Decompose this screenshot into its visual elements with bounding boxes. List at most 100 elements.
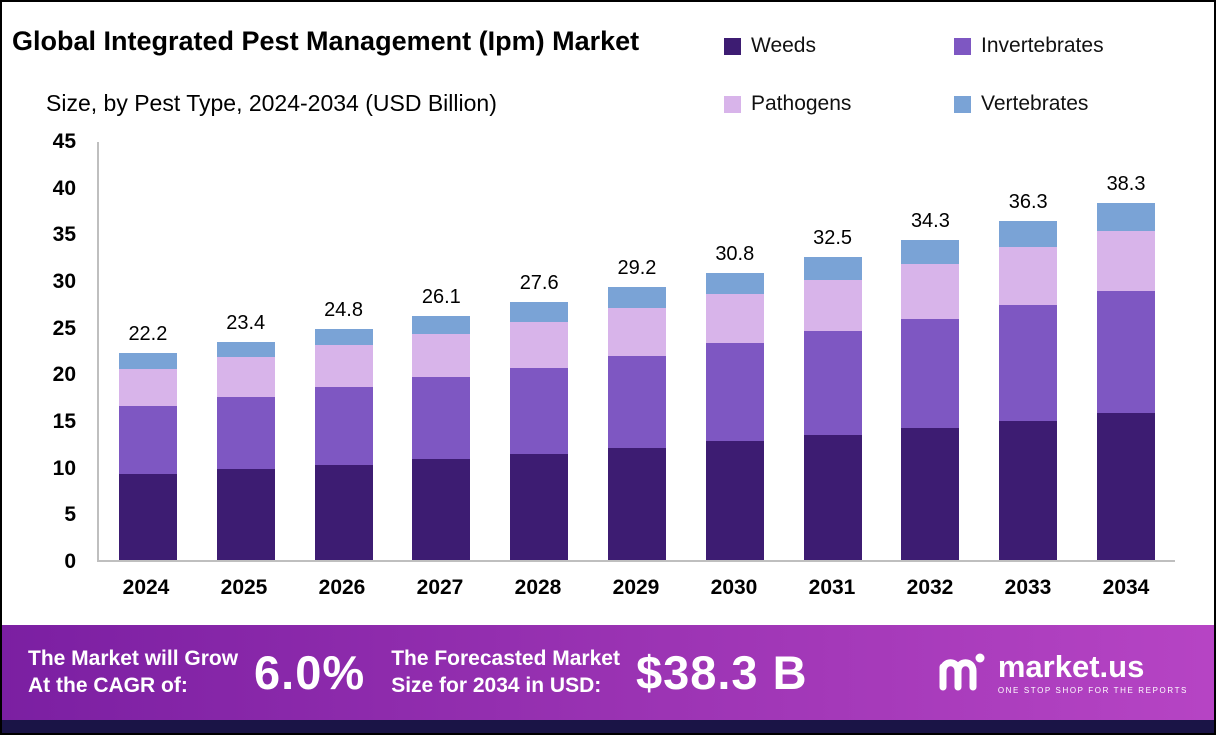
bar-segment-pathogens: [901, 264, 960, 320]
bar-segment-pathogens: [1097, 230, 1156, 292]
y-tick-label: 0: [64, 550, 76, 573]
bar-segment-weeds: [999, 420, 1058, 560]
bar-segment-pathogens: [705, 294, 764, 344]
bar-segment-pathogens: [118, 368, 177, 407]
bar-total-label: 26.1: [421, 286, 461, 309]
y-tick-label: 10: [52, 456, 76, 480]
footer-strip: [2, 720, 1214, 733]
bar-stack: [314, 328, 373, 560]
legend-swatch-weeds: [724, 37, 741, 55]
bar-total-label: 27.6: [519, 272, 559, 295]
bar-segment-invertebrates: [901, 319, 960, 429]
bar-column-2025: 23.4: [216, 142, 275, 560]
bar-stack: [999, 221, 1058, 560]
bar-total-label: 30.8: [715, 242, 755, 265]
bar-segment-vertebrates: [999, 221, 1058, 248]
bar-segment-weeds: [607, 448, 666, 560]
bar-stack: [412, 316, 471, 560]
bar-segment-invertebrates: [510, 367, 569, 454]
y-tick-label: 15: [52, 410, 76, 433]
bar-segment-pathogens: [607, 308, 666, 356]
bar-stack: [1097, 202, 1156, 560]
bar-segment-vertebrates: [314, 328, 373, 346]
bar-total-label: 36.3: [1008, 191, 1048, 214]
bar-segment-weeds: [412, 459, 471, 560]
x-axis-label: 2027: [416, 576, 464, 599]
bar-segment-weeds: [901, 428, 960, 560]
bar-stack: [216, 341, 275, 560]
marketus-logo: market.us ONE STOP SHOP FOR THE REPORTS: [936, 649, 1188, 696]
bar-column-2030: 30.8: [705, 142, 764, 560]
legend-label: Pathogens: [751, 92, 852, 115]
x-axis-label: 2028: [514, 576, 562, 599]
x-axis-label: 2032: [906, 576, 954, 599]
bar-segment-vertebrates: [412, 316, 471, 335]
bar-segment-pathogens: [803, 280, 862, 332]
x-axis-label: 2034: [1102, 576, 1150, 599]
y-tick-label: 35: [52, 223, 76, 247]
x-axis-labels: 2024 2025 2026 2027 2028 2029 2030 2031 2032 2033…: [97, 576, 1175, 600]
bar-stack: [510, 302, 569, 560]
bar-segment-invertebrates: [1097, 291, 1156, 414]
forecast-value: $38.3 B: [635, 646, 808, 699]
bar-total-label: 38.3: [1106, 172, 1146, 195]
x-axis-label: 2031: [808, 576, 856, 599]
bar-segment-vertebrates: [510, 302, 569, 323]
bar-total-label: 34.3: [910, 209, 950, 232]
bar-stack: [118, 352, 177, 560]
bar-segment-weeds: [510, 453, 569, 560]
cagr-value: 6.0%: [254, 646, 366, 699]
legend-swatch-pathogens: [724, 95, 741, 113]
legend-swatch-invertebrates: [954, 37, 971, 55]
y-tick-label: 20: [52, 363, 76, 387]
bar-segment-vertebrates: [901, 239, 960, 265]
cagr-label-line2: At the CAGR of:: [28, 673, 188, 697]
bar-total-label: 24.8: [324, 298, 363, 321]
bar-segment-pathogens: [510, 322, 569, 368]
x-axis-label: 2024: [122, 576, 170, 599]
bar-stack: [901, 239, 960, 560]
bar-segment-pathogens: [412, 334, 471, 378]
chart-legend: Weeds Invertebrates Pathogens Vertebrates: [724, 34, 1184, 116]
bar-segment-vertebrates: [1097, 202, 1156, 231]
bar-total-label: 29.2: [617, 257, 657, 280]
bar-column-2032: 34.3: [901, 142, 960, 560]
bar-segment-invertebrates: [803, 331, 862, 435]
bar-segment-vertebrates: [803, 256, 862, 281]
legend-swatch-vertebrates: [954, 95, 971, 113]
x-axis-label: 2026: [318, 576, 366, 599]
bar-segment-weeds: [216, 469, 275, 560]
legend-label: Vertebrates: [981, 92, 1089, 115]
chart-subtitle: Size, by Pest Type, 2024-2034 (USD Billi…: [46, 90, 497, 116]
forecast-label-line2: Size for 2034 in USD:: [391, 673, 602, 697]
bar-segment-vertebrates: [118, 352, 177, 369]
bar-segment-weeds: [314, 464, 373, 560]
bar-column-2026: 24.8: [314, 142, 373, 560]
bar-column-2031: 32.5: [803, 142, 862, 560]
marketus-logo-text: market.us: [997, 648, 1145, 684]
legend-label: Invertebrates: [981, 34, 1104, 57]
legend-item-pathogens: Pathogens: [724, 92, 954, 116]
x-axis-label: 2029: [612, 576, 660, 599]
bar-segment-weeds: [118, 474, 177, 560]
legend-item-weeds: Weeds: [724, 34, 954, 58]
bar-segment-pathogens: [999, 247, 1058, 306]
bar-segment-invertebrates: [999, 305, 1058, 421]
y-tick-label: 5: [64, 503, 76, 527]
bar-stack: [607, 287, 666, 560]
bar-segment-vertebrates: [705, 272, 764, 295]
forecast-label-line1: The Forecasted Market: [391, 647, 620, 671]
marketus-logo-tagline: ONE STOP SHOP FOR THE REPORTS: [997, 685, 1188, 695]
y-tick-label: 25: [52, 316, 76, 340]
forecast-label: The Forecasted Market Size for 2034 in U…: [391, 646, 620, 699]
bar-column-2028: 27.6: [510, 142, 569, 560]
bars-area: 22.2 23.4 24.8 26.1 27.6 29.2 30.8 32.5 34.3 36.3…: [97, 142, 1175, 562]
bar-segment-invertebrates: [607, 355, 666, 448]
bar-total-label: 32.5: [813, 226, 853, 249]
x-axis-label: 2030: [710, 576, 758, 599]
bar-segment-invertebrates: [412, 377, 471, 460]
legend-item-vertebrates: Vertebrates: [954, 92, 1184, 116]
bottom-banner: The Market will Grow At the CAGR of: 6.0…: [2, 625, 1214, 720]
bar-column-2027: 26.1: [412, 142, 471, 560]
